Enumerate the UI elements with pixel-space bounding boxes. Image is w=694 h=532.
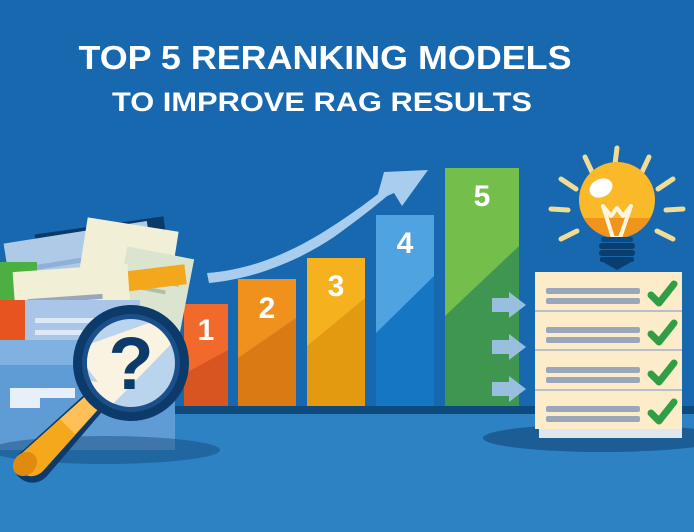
- svg-text:?: ?: [108, 322, 153, 405]
- svg-text:5: 5: [474, 180, 491, 213]
- svg-text:4: 4: [397, 227, 414, 260]
- svg-text:TOP 5 RERANKING MODELS: TOP 5 RERANKING MODELS: [79, 39, 572, 76]
- svg-text:2: 2: [259, 292, 276, 325]
- svg-text:1: 1: [198, 314, 215, 347]
- svg-text:TO IMPROVE RAG RESULTS: TO IMPROVE RAG RESULTS: [112, 87, 532, 117]
- svg-text:3: 3: [328, 270, 345, 303]
